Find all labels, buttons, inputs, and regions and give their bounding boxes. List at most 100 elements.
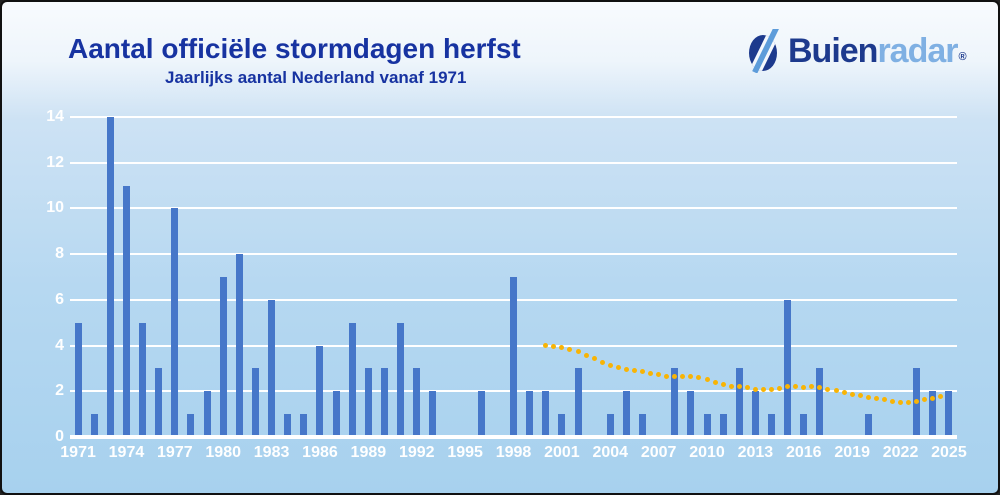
chart-subtitle: Jaarlijks aantal Nederland vanaf 1971	[165, 68, 467, 87]
trend-dot	[656, 372, 662, 378]
trend-dot	[849, 391, 855, 397]
trend-dot	[559, 345, 565, 351]
trend-dot	[930, 395, 936, 401]
bar-1998	[510, 277, 517, 435]
bar-1984	[284, 414, 292, 435]
trend-dot	[640, 368, 646, 374]
bar-1974	[122, 185, 130, 435]
trend-dot	[865, 394, 871, 400]
x-axis-label-1989: 1989	[350, 444, 387, 461]
bar-2020	[864, 414, 872, 435]
x-axis-label-2001: 2001	[544, 444, 580, 461]
trend-dot	[688, 373, 694, 379]
trend-dot	[591, 356, 597, 362]
y-axis-label-6: 6	[55, 290, 64, 308]
y-axis-label-8: 8	[55, 245, 64, 263]
x-axis-label-1977: 1977	[157, 444, 193, 461]
bar-2012	[735, 368, 743, 435]
bar-2000	[542, 391, 550, 435]
trend-dot	[696, 375, 702, 381]
bar-2016	[800, 414, 808, 435]
bar-2025	[945, 391, 953, 435]
trend-dot	[857, 392, 863, 398]
bar-2011	[719, 414, 727, 435]
x-axis-label-2007: 2007	[640, 444, 677, 461]
trend-dot	[736, 383, 742, 389]
x-axis-label-1986: 1986	[302, 444, 338, 461]
x-axis-label-2022: 2022	[882, 444, 919, 461]
x-axis-label-1971: 1971	[60, 444, 96, 461]
trend-dot	[881, 397, 887, 403]
trend-dot	[801, 384, 807, 390]
bar-1986	[316, 345, 324, 435]
trend-dot	[615, 364, 621, 370]
trend-dot	[704, 377, 710, 383]
bar-2014	[768, 414, 776, 435]
logo-text-dark: Buien	[788, 32, 878, 70]
trend-dot	[922, 397, 928, 403]
x-axis-label-2013: 2013	[737, 444, 774, 461]
trend-dot	[543, 343, 549, 349]
trend-dot	[793, 384, 799, 390]
trend-dot	[817, 385, 823, 391]
trend-dot	[825, 386, 831, 392]
x-axis-label-2016: 2016	[785, 444, 822, 461]
trend-dot	[898, 399, 904, 405]
trend-dot	[752, 386, 758, 392]
gridline-8	[70, 253, 957, 256]
trend-dot	[712, 379, 718, 385]
trend-dot	[938, 394, 944, 400]
bar-2024	[929, 391, 937, 435]
x-axis-label-1998: 1998	[495, 444, 532, 461]
x-axis-label-1974: 1974	[108, 444, 145, 461]
trend-dot	[648, 370, 654, 376]
bar-2013	[751, 391, 759, 435]
bar-2015	[784, 299, 792, 435]
chart-title: Aantal officiële stormdagen herfst	[68, 33, 521, 64]
trend-dot	[567, 346, 573, 352]
trend-dot	[914, 398, 920, 404]
trend-dot	[841, 389, 847, 395]
trend-dot	[720, 382, 726, 388]
bar-1983	[268, 299, 276, 435]
x-axis-label-2025: 2025	[931, 444, 967, 461]
bar-2009	[687, 391, 695, 435]
bar-1975	[139, 322, 147, 435]
y-axis-label-2: 2	[55, 382, 64, 400]
bar-1980	[219, 277, 227, 435]
y-axis-label-14: 14	[46, 108, 64, 125]
trend-dot	[575, 349, 581, 355]
buienradar-logo: Buien radar ®	[748, 29, 967, 73]
trend-dot	[680, 373, 686, 379]
bar-1981	[235, 254, 243, 435]
trend-dot	[777, 385, 783, 391]
bar-1991	[397, 322, 405, 435]
bar-2006	[639, 414, 647, 435]
bar-2008	[671, 368, 679, 435]
bar-2010	[703, 414, 711, 435]
bar-1996	[477, 391, 485, 435]
trend-dot	[583, 352, 589, 358]
x-axis-label-1992: 1992	[398, 444, 435, 461]
trend-dot	[769, 386, 775, 392]
y-axis-label-10: 10	[46, 199, 64, 217]
x-axis-label-2004: 2004	[592, 444, 629, 461]
y-axis-label-0: 0	[55, 428, 64, 445]
gridline-10	[70, 207, 957, 210]
x-axis-label-2010: 2010	[689, 444, 725, 461]
x-axis-label-1983: 1983	[253, 444, 290, 461]
bar-1985	[300, 414, 308, 435]
bar-1982	[251, 368, 259, 435]
bar-2001	[558, 414, 566, 435]
bar-1977	[171, 208, 179, 435]
bar-1999	[526, 391, 534, 435]
bar-2017	[816, 368, 824, 435]
trend-dot	[551, 344, 557, 350]
logo-text-light: radar	[877, 32, 958, 70]
x-axis-label-1995: 1995	[447, 444, 483, 461]
bar-1972	[90, 414, 98, 435]
x-axis-label-2019: 2019	[834, 444, 870, 461]
trend-dot	[785, 383, 791, 389]
bar-2004	[606, 414, 614, 435]
